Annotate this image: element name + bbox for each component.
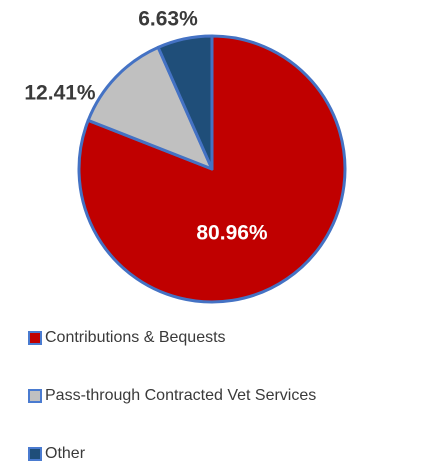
pie-labels: 80.96% 12.41% 6.63% xyxy=(24,8,268,245)
legend-label-pass-through: Pass-through Contracted Vet Services xyxy=(45,387,317,404)
legend-item-other: Other xyxy=(28,444,316,464)
legend-item-contributions: Contributions & Bequests xyxy=(28,328,316,348)
legend-item-pass-through: Pass-through Contracted Vet Services xyxy=(28,386,316,406)
data-label-other: 6.63% xyxy=(138,8,198,31)
pie-slices xyxy=(77,34,347,304)
legend-label-other: Other xyxy=(45,445,86,462)
legend: Contributions & Bequests Pass-through Co… xyxy=(28,328,316,464)
pie-chart: 80.96% 12.41% 6.63% xyxy=(24,8,347,304)
legend-swatch-contributions xyxy=(28,331,42,345)
legend-label-contributions: Contributions & Bequests xyxy=(45,329,226,346)
data-label-pass-through: 12.41% xyxy=(24,82,96,105)
legend-swatch-other xyxy=(28,447,42,461)
slice-pass-through xyxy=(86,45,214,171)
data-label-contributions: 80.96% xyxy=(196,222,268,245)
legend-swatch-pass-through xyxy=(28,389,42,403)
slice-other xyxy=(156,34,214,171)
